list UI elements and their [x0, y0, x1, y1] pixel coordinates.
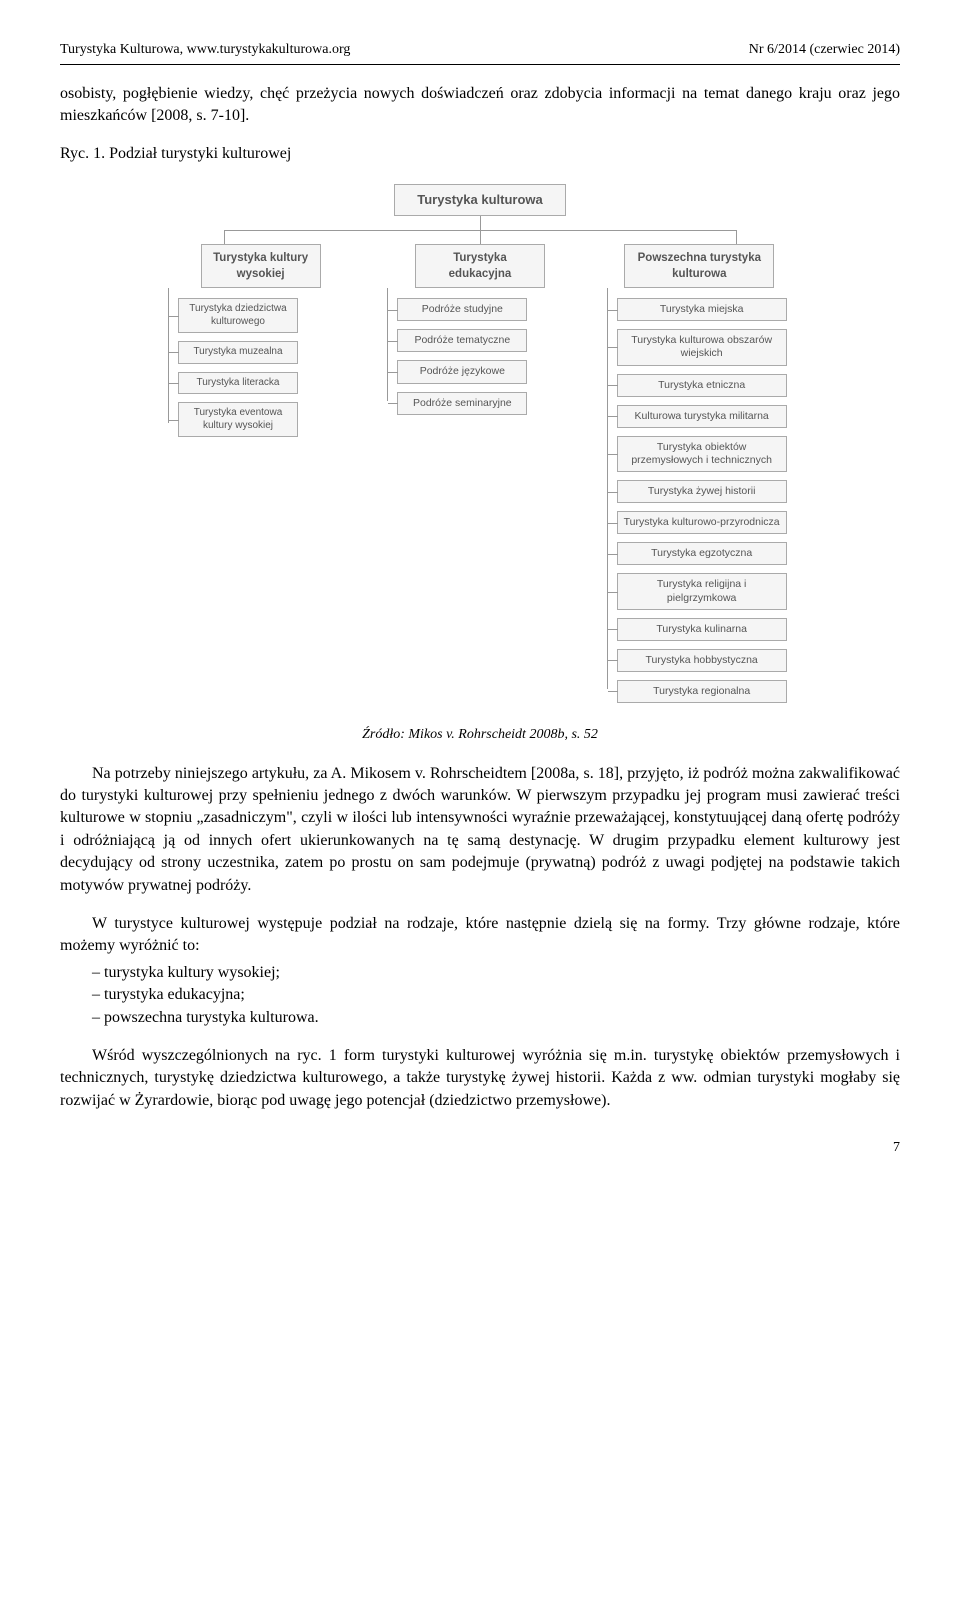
figure-source: Źródło: Mikos v. Rohrscheidt 2008b, s. 5… — [60, 725, 900, 745]
tree-root: Turystyka kulturowa — [394, 184, 565, 216]
figure-caption: Ryc. 1. Podział turystyki kulturowej — [60, 143, 900, 165]
header-right: Nr 6/2014 (czerwiec 2014) — [749, 40, 900, 60]
header-rule — [60, 64, 900, 65]
tree-leaf: Turystyka hobbystyczna — [617, 649, 787, 672]
running-header: Turystyka Kulturowa, www.turystykakultur… — [60, 40, 900, 60]
branch-head: Powszechna turystyka kulturowa — [624, 244, 774, 288]
tree-leaf: Turystyka żywej historii — [617, 480, 787, 503]
body-paragraph: Na potrzeby niniejszego artykułu, za A. … — [60, 763, 900, 897]
tree-leaf: Kulturowa turystyka militarna — [617, 405, 787, 428]
tree-leaf: Turystyka religijna i pielgrzymkowa — [617, 573, 787, 609]
list-item: turystyka edukacyjna; — [92, 984, 900, 1006]
tourism-tree-diagram: Turystyka kulturowa Turystyka kultury wy… — [160, 184, 800, 711]
tree-leaf: Turystyka muzealna — [178, 341, 298, 364]
tree-leaf: Turystyka eventowa kultury wysokiej — [178, 402, 298, 437]
tree-leaf: Turystyka dziedzictwa kulturowego — [178, 298, 298, 333]
intro-paragraph: osobisty, pogłębienie wiedzy, chęć przeż… — [60, 83, 900, 128]
tree-leaf: Podróże studyjne — [397, 298, 527, 321]
header-left: Turystyka Kulturowa, www.turystykakultur… — [60, 40, 350, 60]
tree-hbar — [160, 230, 800, 244]
tree-branch: Turystyka edukacyjna Podróże studyjne Po… — [379, 244, 580, 711]
tree-branch: Turystyka kultury wysokiej Turystyka dzi… — [160, 244, 361, 711]
page-number: 7 — [60, 1138, 900, 1158]
tree-leaf: Turystyka literacka — [178, 372, 298, 395]
branch-head: Turystyka edukacyjna — [415, 244, 545, 288]
tree-leaf: Turystyka obiektów przemysłowych i techn… — [617, 436, 787, 472]
tree-leaf: Turystyka etniczna — [617, 374, 787, 397]
tree-leaf: Podróże seminaryjne — [397, 392, 527, 415]
tree-leaf: Turystyka kulinarna — [617, 618, 787, 641]
tree-leaf: Turystyka miejska — [617, 298, 787, 321]
tree-leaf: Podróże językowe — [397, 360, 527, 383]
body-paragraph: W turystyce kulturowej występuje podział… — [60, 913, 900, 958]
body-paragraph: Wśród wyszczególnionych na ryc. 1 form t… — [60, 1045, 900, 1112]
list-item: turystyka kultury wysokiej; — [92, 962, 900, 984]
tree-leaf: Turystyka kulturowa obszarów wiejskich — [617, 329, 787, 365]
bullet-list: turystyka kultury wysokiej; turystyka ed… — [60, 962, 900, 1029]
tree-connector — [480, 216, 481, 230]
tree-leaf: Turystyka kulturowo-przyrodnicza — [617, 511, 787, 534]
branch-head: Turystyka kultury wysokiej — [201, 244, 321, 288]
tree-leaf: Turystyka regionalna — [617, 680, 787, 703]
tree-branch: Powszechna turystyka kulturowa Turystyka… — [599, 244, 800, 711]
list-item: powszechna turystyka kulturowa. — [92, 1007, 900, 1029]
tree-leaf: Podróże tematyczne — [397, 329, 527, 352]
tree-leaf: Turystyka egzotyczna — [617, 542, 787, 565]
